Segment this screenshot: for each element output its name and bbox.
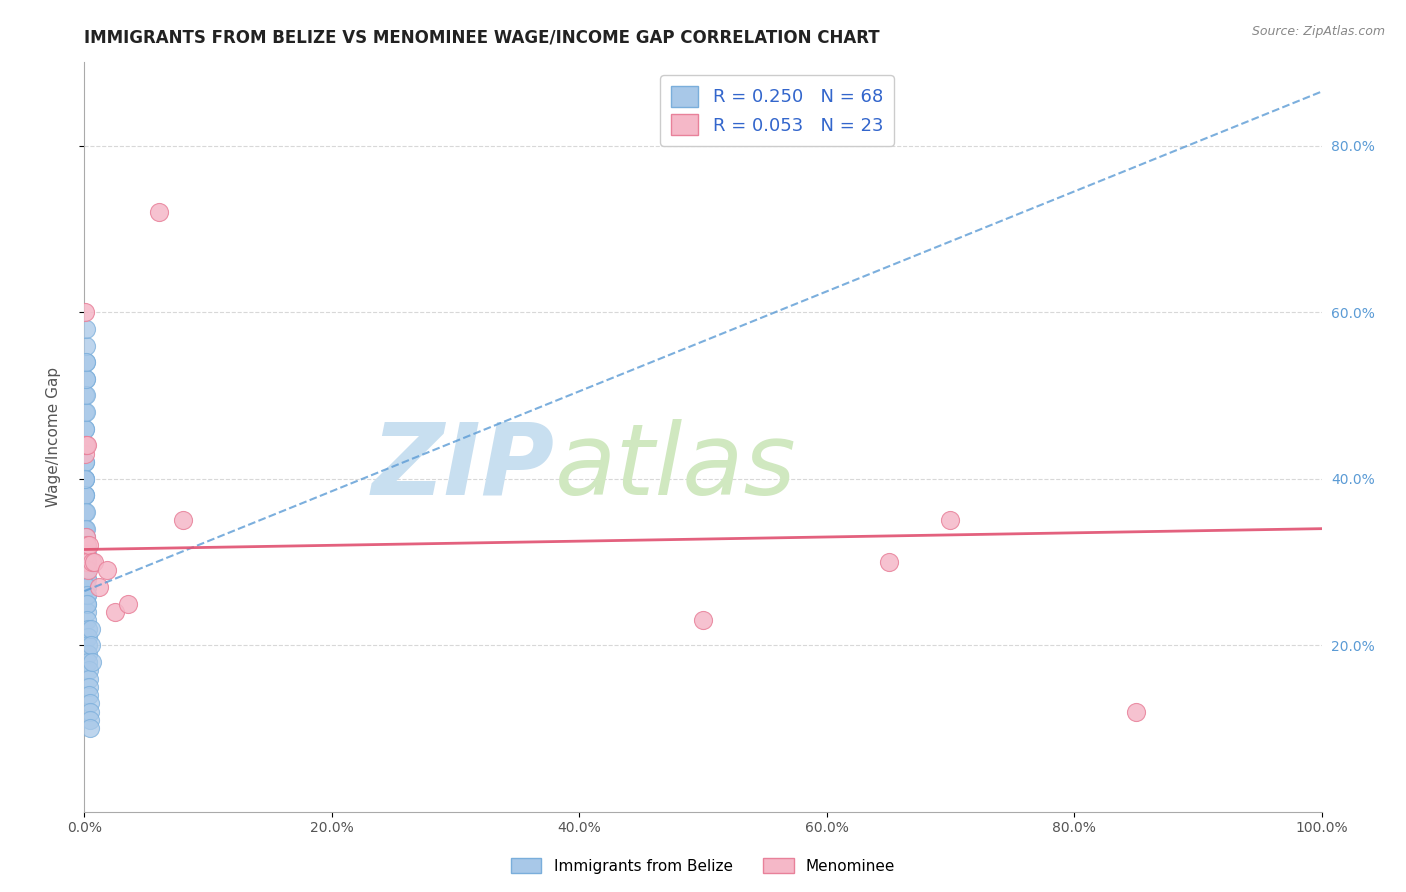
- Point: [76, 580, 98, 594]
- Point: [75, 355, 97, 369]
- Point: [77, 663, 100, 677]
- Point: [75, 505, 97, 519]
- Legend: Immigrants from Belize, Menominee: Immigrants from Belize, Menominee: [505, 852, 901, 880]
- Point: [76, 555, 98, 569]
- Point: [75, 538, 97, 552]
- Point: [73, 555, 96, 569]
- Point: [89, 580, 111, 594]
- Point: [75, 388, 97, 402]
- Point: [75, 438, 97, 452]
- Text: ZIP: ZIP: [371, 418, 554, 516]
- Point: [79, 722, 101, 736]
- Point: [73, 538, 96, 552]
- Point: [75, 405, 97, 419]
- Point: [75, 488, 97, 502]
- Point: [75, 455, 97, 469]
- Y-axis label: Wage/Income Gap: Wage/Income Gap: [46, 367, 60, 508]
- Point: [75, 438, 97, 452]
- Point: [73, 505, 96, 519]
- Point: [73, 538, 96, 552]
- Point: [76, 588, 98, 602]
- Point: [77, 680, 100, 694]
- Point: [75, 438, 97, 452]
- Point: [73, 522, 96, 536]
- Point: [75, 563, 97, 577]
- Point: [75, 530, 97, 544]
- Point: [76, 547, 98, 561]
- Point: [77, 647, 100, 661]
- Point: [877, 555, 900, 569]
- Point: [79, 688, 101, 702]
- Point: [104, 605, 127, 619]
- Point: [76, 622, 98, 636]
- Point: [76, 588, 98, 602]
- Point: [73, 522, 96, 536]
- Point: [76, 597, 98, 611]
- Text: atlas: atlas: [554, 418, 796, 516]
- Point: [76, 555, 98, 569]
- Point: [75, 438, 97, 452]
- Point: [75, 547, 97, 561]
- Point: [76, 572, 98, 586]
- Point: [75, 422, 97, 436]
- Point: [75, 422, 97, 436]
- Point: [75, 547, 97, 561]
- Point: [76, 538, 98, 552]
- Point: [77, 672, 100, 686]
- Point: [79, 713, 101, 727]
- Point: [79, 622, 101, 636]
- Point: [75, 572, 97, 586]
- Point: [79, 705, 101, 719]
- Point: [76, 438, 98, 452]
- Point: [79, 697, 101, 711]
- Point: [75, 355, 97, 369]
- Point: [73, 455, 96, 469]
- Point: [73, 472, 96, 486]
- Point: [80, 555, 103, 569]
- Point: [80, 638, 103, 652]
- Point: [73, 488, 96, 502]
- Point: [939, 513, 962, 527]
- Point: [172, 513, 194, 527]
- Point: [75, 372, 97, 386]
- Point: [148, 205, 170, 219]
- Point: [76, 597, 98, 611]
- Point: [76, 580, 98, 594]
- Point: [76, 563, 98, 577]
- Point: [75, 338, 97, 352]
- Point: [75, 472, 97, 486]
- Point: [73, 305, 96, 319]
- Text: IMMIGRANTS FROM BELIZE VS MENOMINEE WAGE/INCOME GAP CORRELATION CHART: IMMIGRANTS FROM BELIZE VS MENOMINEE WAGE…: [84, 29, 880, 47]
- Point: [75, 555, 97, 569]
- Point: [96, 563, 118, 577]
- Point: [75, 405, 97, 419]
- Point: [76, 638, 98, 652]
- Point: [75, 472, 97, 486]
- Point: [75, 438, 97, 452]
- Point: [73, 447, 96, 461]
- Point: [76, 630, 98, 644]
- Point: [1125, 705, 1147, 719]
- Point: [75, 538, 97, 552]
- Text: Source: ZipAtlas.com: Source: ZipAtlas.com: [1251, 25, 1385, 38]
- Legend: R = 0.250   N = 68, R = 0.053   N = 23: R = 0.250 N = 68, R = 0.053 N = 23: [661, 75, 894, 145]
- Point: [75, 530, 97, 544]
- Point: [75, 522, 97, 536]
- Point: [75, 322, 97, 336]
- Point: [80, 655, 103, 669]
- Point: [73, 488, 96, 502]
- Point: [77, 655, 100, 669]
- Point: [692, 613, 714, 627]
- Point: [77, 563, 100, 577]
- Point: [75, 388, 97, 402]
- Point: [76, 613, 98, 627]
- Point: [79, 538, 101, 552]
- Point: [73, 505, 96, 519]
- Point: [117, 597, 139, 611]
- Point: [76, 605, 98, 619]
- Point: [83, 555, 105, 569]
- Point: [76, 572, 98, 586]
- Point: [75, 372, 97, 386]
